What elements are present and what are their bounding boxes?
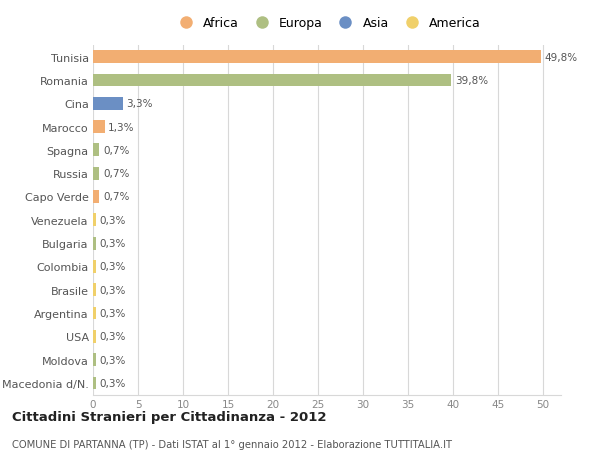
Bar (93, 51, 541, 64)
Text: 0,3%: 0,3% (100, 285, 125, 295)
Bar (93, 284, 96, 297)
Text: 49,8%: 49,8% (545, 52, 578, 62)
Text: 0,7%: 0,7% (103, 169, 129, 179)
Bar (93, 214, 96, 227)
Bar (93, 121, 105, 134)
Bar (93, 307, 96, 320)
Text: Cittadini Stranieri per Cittadinanza - 2012: Cittadini Stranieri per Cittadinanza - 2… (12, 410, 326, 423)
Text: 0,3%: 0,3% (100, 331, 125, 341)
Text: 0,3%: 0,3% (100, 378, 125, 388)
Bar (93, 260, 96, 273)
Text: COMUNE DI PARTANNA (TP) - Dati ISTAT al 1° gennaio 2012 - Elaborazione TUTTITALI: COMUNE DI PARTANNA (TP) - Dati ISTAT al … (12, 440, 452, 449)
Bar (93, 353, 96, 366)
Bar (93, 237, 96, 250)
Text: 0,7%: 0,7% (103, 146, 129, 156)
Bar (93, 377, 96, 390)
Text: 0,3%: 0,3% (100, 355, 125, 365)
Text: 0,3%: 0,3% (100, 215, 125, 225)
Text: 1,3%: 1,3% (108, 122, 135, 132)
Bar (93, 144, 100, 157)
Text: 39,8%: 39,8% (455, 76, 488, 86)
Text: 0,3%: 0,3% (100, 262, 125, 272)
Text: 0,3%: 0,3% (100, 308, 125, 319)
Text: 3,3%: 3,3% (127, 99, 153, 109)
Bar (93, 74, 451, 87)
Bar (93, 190, 100, 203)
Bar (93, 168, 100, 180)
Legend: Africa, Europa, Asia, America: Africa, Europa, Asia, America (170, 15, 484, 33)
Text: 0,7%: 0,7% (103, 192, 129, 202)
Bar (93, 98, 123, 111)
Text: 0,3%: 0,3% (100, 239, 125, 249)
Bar (93, 330, 96, 343)
